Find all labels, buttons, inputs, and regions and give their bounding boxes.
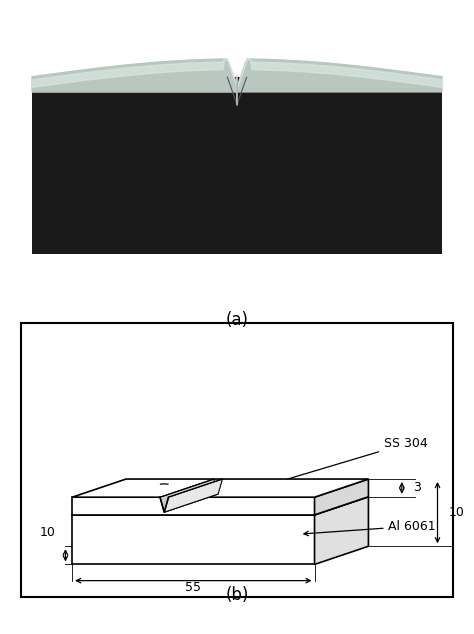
Text: 3: 3 bbox=[413, 481, 421, 495]
Polygon shape bbox=[315, 479, 368, 515]
Polygon shape bbox=[315, 496, 368, 564]
Polygon shape bbox=[164, 479, 222, 512]
Polygon shape bbox=[32, 59, 442, 92]
Text: 10: 10 bbox=[448, 506, 465, 519]
Polygon shape bbox=[72, 496, 368, 515]
Text: SS 304: SS 304 bbox=[255, 437, 428, 489]
Text: (b): (b) bbox=[225, 586, 249, 604]
Polygon shape bbox=[72, 515, 315, 564]
Polygon shape bbox=[72, 479, 368, 497]
Text: 2: 2 bbox=[190, 498, 198, 511]
Bar bbox=[32, 77, 442, 254]
Text: (a): (a) bbox=[226, 311, 248, 329]
Text: 45°: 45° bbox=[115, 479, 137, 492]
Text: 10: 10 bbox=[40, 526, 55, 539]
Polygon shape bbox=[160, 479, 218, 512]
Polygon shape bbox=[72, 497, 315, 515]
Text: Al 6061: Al 6061 bbox=[304, 520, 436, 536]
Text: 55: 55 bbox=[185, 581, 201, 593]
